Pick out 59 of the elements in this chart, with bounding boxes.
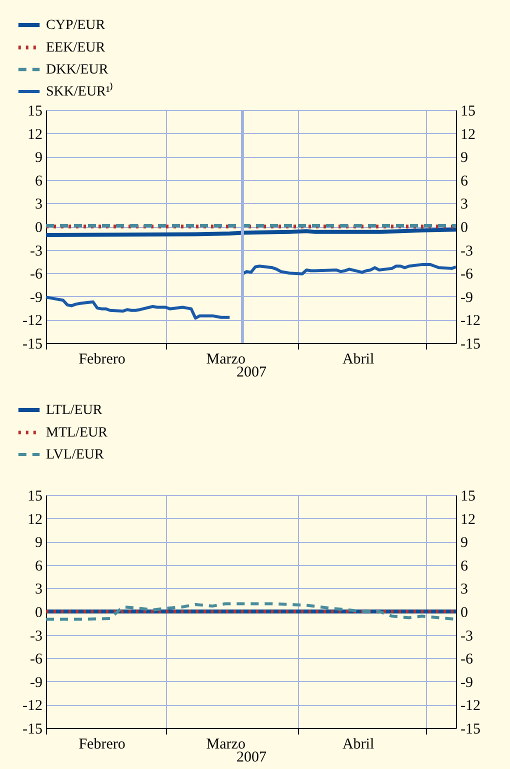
x-tick-label: Febrero — [78, 736, 126, 752]
y-tick-label: -6 — [30, 266, 43, 283]
y-tick-label: 12 — [28, 512, 42, 528]
legend-label: EEK/EUR — [46, 40, 106, 56]
y2-tick-label: 3 — [460, 196, 468, 213]
y2-tick-label: -3 — [460, 243, 473, 260]
x-tick-label: Febrero — [78, 352, 126, 368]
x-tick-label: Marzo — [206, 736, 246, 752]
y2-tick-label: 12 — [460, 126, 476, 143]
legend-label: LTL/EUR — [46, 403, 103, 418]
y2-tick-label: -9 — [460, 290, 473, 306]
y-tick-label: 6 — [35, 173, 43, 190]
legend-label: CYP/EUR — [46, 18, 106, 33]
y2-tick-label: -12 — [460, 698, 480, 714]
y2-tick-label: 9 — [460, 535, 468, 552]
y-tick-label: 3 — [35, 196, 42, 213]
y-tick-label: 9 — [35, 150, 42, 166]
y-tick-label: -6 — [30, 652, 43, 668]
y2-tick-label: 0 — [460, 605, 468, 621]
y-tick-label: -12 — [22, 698, 42, 714]
legend-label: SKK/EUR¹⁾ — [46, 82, 114, 100]
y-tick-label: -3 — [30, 628, 42, 644]
y2-tick-label: 6 — [460, 173, 468, 190]
y2-tick-label: 6 — [460, 558, 468, 574]
y2-tick-label: -3 — [460, 628, 473, 644]
y-tick-label: 12 — [28, 126, 42, 143]
y-tick-label: 0 — [35, 605, 42, 621]
legend-label: DKK/EUR — [46, 62, 109, 78]
x-tick-label: Marzo — [206, 352, 246, 368]
y2-tick-label: 0 — [460, 220, 468, 236]
y-tick-label: -3 — [30, 243, 42, 260]
x-tick-label: Abril — [342, 736, 374, 752]
y-tick-label: -9 — [30, 674, 42, 691]
y-tick-label: 6 — [35, 558, 43, 574]
x-tick-label: Abril — [342, 352, 374, 368]
y2-tick-label: 9 — [460, 150, 468, 166]
y2-tick-label: 12 — [460, 512, 476, 528]
y-tick-label: -15 — [22, 336, 42, 352]
x-axis-title: 2007 — [236, 750, 267, 766]
y2-tick-label: -15 — [460, 722, 480, 738]
y-tick-label: 15 — [28, 104, 42, 120]
y-tick-label: 0 — [35, 220, 42, 236]
y2-tick-label: -15 — [460, 336, 480, 352]
y2-tick-label: -12 — [460, 313, 480, 330]
y-tick-label: -12 — [22, 313, 42, 330]
x-axis-title: 2007 — [236, 364, 267, 380]
y-tick-label: 9 — [35, 535, 42, 552]
y-tick-label: 3 — [35, 582, 42, 598]
y2-tick-label: 15 — [460, 488, 476, 504]
y-tick-label: -15 — [22, 722, 42, 738]
legend-label: MTL/EUR — [46, 426, 108, 440]
legend-label: LVL/EUR — [46, 448, 104, 462]
y-tick-label: -9 — [30, 290, 42, 306]
y2-tick-label: -9 — [460, 674, 473, 691]
y2-tick-label: 15 — [460, 104, 476, 120]
y-tick-label: 15 — [28, 488, 42, 504]
y2-tick-label: -6 — [460, 266, 474, 283]
y2-tick-label: -6 — [460, 652, 474, 668]
y2-tick-label: 3 — [460, 582, 468, 598]
